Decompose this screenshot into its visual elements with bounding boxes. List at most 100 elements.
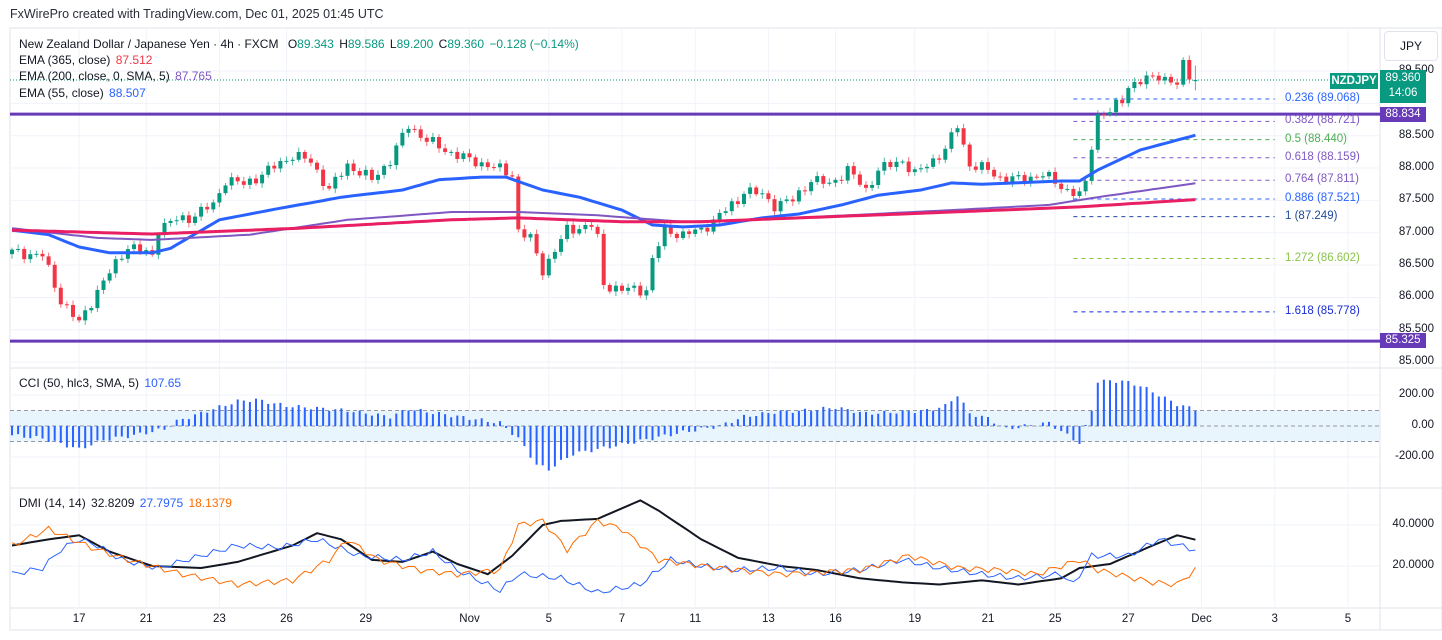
- candle-body: [955, 128, 960, 133]
- cci-bar: [322, 407, 325, 426]
- candle-body: [870, 185, 875, 188]
- candle-body: [1181, 59, 1186, 85]
- cci-bar: [913, 412, 916, 426]
- cci-bar: [163, 426, 166, 430]
- dmi-minus-value: 18.1379: [188, 496, 232, 510]
- candle-body: [193, 216, 197, 223]
- candle-body: [71, 304, 75, 317]
- cci-bar: [1029, 425, 1032, 426]
- price-axis-label: 88.500: [1398, 128, 1434, 141]
- candle-body: [473, 157, 478, 167]
- low-label: L: [389, 37, 397, 51]
- candle-body: [89, 308, 94, 311]
- cci-legend[interactable]: CCI (50, hlc3, SMA, 5) 107.65: [19, 376, 183, 390]
- cci-bar: [1090, 410, 1093, 426]
- candle-body: [833, 179, 838, 183]
- cci-bar: [431, 414, 434, 426]
- ema200-legend[interactable]: EMA (200, close, 0, SMA, 5) 87.765: [19, 69, 214, 83]
- ema55-line: [11, 133, 1196, 255]
- ema200-label: EMA (200, close, 0, SMA, 5): [19, 69, 170, 83]
- cci-bar: [944, 403, 947, 426]
- candle-body: [815, 176, 820, 183]
- candle-body: [894, 161, 899, 167]
- cci-bar: [273, 403, 276, 426]
- candle-body: [174, 220, 179, 222]
- cci-bar: [29, 426, 32, 439]
- currency-button[interactable]: JPY: [1384, 31, 1438, 61]
- candle-body: [979, 162, 984, 170]
- candle-body: [839, 179, 844, 181]
- candle-body: [138, 244, 143, 252]
- cci-bar: [541, 426, 544, 466]
- candle-body: [638, 285, 643, 296]
- cci-bar: [1151, 392, 1154, 426]
- candle-body: [205, 206, 210, 210]
- candle-body: [986, 162, 990, 170]
- candle-body: [58, 287, 63, 305]
- cci-bar: [962, 402, 965, 426]
- cci-bar: [1078, 426, 1081, 444]
- cci-bar: [907, 410, 910, 426]
- cci-bar: [1041, 422, 1044, 426]
- candle-body: [412, 128, 417, 130]
- candle-body: [693, 229, 698, 234]
- candle-body: [339, 175, 344, 177]
- cci-bar: [395, 413, 398, 426]
- cci-bar: [968, 413, 971, 426]
- candle-body: [168, 220, 173, 223]
- cci-bar: [547, 426, 550, 471]
- candle-body: [1028, 176, 1033, 183]
- candle-body: [46, 256, 51, 265]
- ema365-label: EMA (365, close): [19, 53, 111, 67]
- cci-bar: [120, 426, 123, 437]
- cci-bar: [279, 402, 282, 426]
- cci-bar: [700, 426, 703, 428]
- candle-body: [973, 166, 978, 170]
- open-label: O: [287, 37, 298, 51]
- candle-body: [516, 176, 521, 230]
- cci-bar: [810, 411, 813, 426]
- cci-bar: [926, 409, 928, 426]
- cci-bar: [17, 426, 20, 435]
- dmi-legend[interactable]: DMI (14, 14) 32.8209 27.7975 18.1379: [19, 496, 234, 510]
- candle-body: [369, 169, 374, 180]
- cci-axis-label: 200.00: [1398, 388, 1434, 400]
- cci-bar: [834, 409, 837, 426]
- cci-bar: [377, 413, 379, 426]
- price-axis-label: 87.000: [1398, 225, 1434, 238]
- candle-body: [217, 193, 222, 203]
- cci-bar: [846, 409, 849, 426]
- cci-bar: [468, 419, 471, 426]
- candle-body: [437, 137, 441, 149]
- cci-bar: [858, 411, 861, 426]
- cci-bar: [797, 410, 800, 426]
- cci-axis-label: 0.00: [1411, 419, 1434, 431]
- cci-axis-label: -200.00: [1394, 450, 1434, 462]
- cci-bar: [297, 404, 300, 426]
- cci-bar: [255, 398, 257, 426]
- cci-bar: [59, 426, 62, 443]
- candle-body: [534, 234, 539, 254]
- candle-body: [925, 166, 929, 169]
- ema365-legend[interactable]: EMA (365, close) 87.512: [19, 53, 154, 67]
- candle-body: [302, 152, 307, 159]
- cci-label: CCI (50, hlc3, SMA, 5): [19, 376, 140, 390]
- candle-body: [1169, 76, 1173, 83]
- cci-bar: [334, 409, 337, 426]
- candle-body: [315, 162, 319, 170]
- fib-level-label: 0.382 (88.721): [1285, 114, 1360, 127]
- ema55-legend[interactable]: EMA (55, close) 88.507: [19, 86, 148, 100]
- support-tag: 85.325: [1380, 333, 1426, 348]
- cci-bar: [1054, 426, 1057, 429]
- cci-bar: [901, 410, 904, 426]
- candle-body: [107, 273, 112, 281]
- candle-body: [1053, 171, 1058, 184]
- chart-frame: [9, 27, 1442, 631]
- candle-body: [723, 211, 728, 213]
- cci-bar: [852, 412, 855, 426]
- candle-body: [705, 227, 710, 232]
- cci-bar: [65, 426, 68, 448]
- candle-body: [156, 234, 161, 255]
- time-axis-label: 5: [545, 613, 552, 625]
